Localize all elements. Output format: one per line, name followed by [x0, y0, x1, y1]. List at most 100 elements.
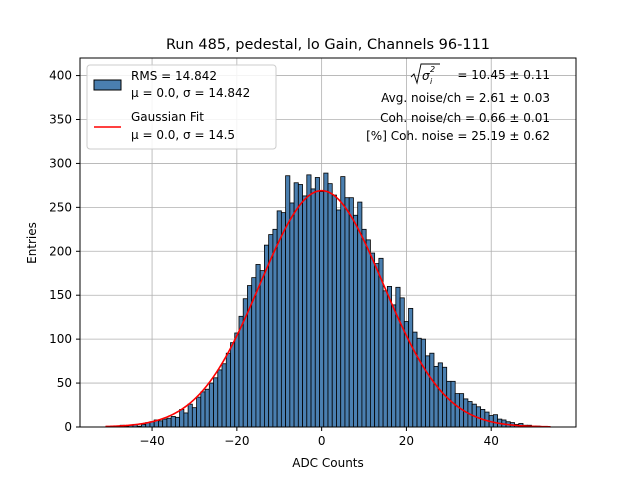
- histogram-bar: [238, 315, 244, 428]
- y-axis-label: Entries: [25, 222, 39, 264]
- histogram-bar: [196, 396, 202, 428]
- histogram-bar: [437, 362, 443, 428]
- histogram-bar: [340, 176, 346, 428]
- gaussian-fit-layer: [105, 189, 551, 428]
- histogram-bar: [162, 418, 168, 428]
- histogram-bar: [230, 342, 236, 428]
- histogram-bar: [225, 352, 231, 428]
- histogram-bar: [454, 393, 460, 428]
- histogram-bar: [319, 191, 325, 428]
- histogram-bar: [285, 175, 291, 428]
- histogram-bar: [369, 252, 376, 428]
- histogram-bar: [344, 197, 350, 428]
- gaussian-fit-curve: [105, 189, 551, 428]
- legend-entry-rms: RMS = 14.842: [131, 69, 217, 83]
- histogram-bar: [166, 417, 172, 428]
- histogram-bar: [353, 214, 359, 428]
- x-tick-label: 20: [399, 434, 414, 448]
- y-tick-label: 0: [64, 420, 72, 434]
- histogram-bar: [306, 174, 312, 428]
- y-tick-label: 300: [49, 156, 72, 170]
- histogram-bar: [179, 409, 185, 428]
- histogram-bar: [433, 365, 439, 428]
- histogram-bar: [412, 331, 418, 428]
- legend: RMS = 14.842 μ = 0.0, σ = 14.842 Gaussia…: [86, 64, 277, 150]
- sigma-superscript: 2: [430, 65, 435, 74]
- histogram-bar: [382, 290, 388, 428]
- histogram-bar: [416, 337, 422, 428]
- legend-entry-rms-params: μ = 0.0, σ = 14.842: [131, 86, 250, 100]
- x-tick-label: 0: [318, 434, 326, 448]
- histogram-bar: [302, 195, 308, 428]
- x-tick-label: 40: [484, 434, 499, 448]
- x-axis-label: ADC Counts: [292, 456, 364, 470]
- histogram-bar: [217, 369, 223, 428]
- histogram-bar: [314, 177, 320, 428]
- y-tick-label: 250: [49, 200, 72, 214]
- histogram-bar: [187, 403, 193, 428]
- histogram-bar: [336, 209, 342, 428]
- histogram-bar: [327, 183, 333, 428]
- histogram-bar: [374, 263, 380, 428]
- histogram-bar: [361, 228, 367, 428]
- radical-sign-icon: [410, 63, 440, 85]
- histogram-bar: [234, 332, 240, 428]
- histogram-bar: [280, 212, 287, 428]
- histogram-bar: [323, 172, 329, 428]
- histogram-bar: [200, 391, 206, 428]
- y-axis-ticks: 0 50 100 150 200 250 300 350 400: [49, 69, 80, 434]
- histogram-bar: [492, 414, 498, 428]
- y-tick-label: 350: [49, 113, 72, 127]
- annotation-coh-noise: Coh. noise/ch = 0.66 ± 0.01: [380, 111, 550, 125]
- legend-bar-swatch: [93, 79, 122, 91]
- histogram-bar: [158, 420, 164, 428]
- y-tick-label: 400: [49, 69, 72, 83]
- histogram-bar: [191, 407, 197, 428]
- annotation-sigma-value: = 10.45 ± 0.11: [457, 68, 550, 82]
- histogram-bar: [170, 416, 176, 428]
- histogram-bar: [221, 363, 227, 428]
- histogram-bar: [183, 412, 189, 428]
- histogram-bar: [310, 188, 316, 428]
- chart-title: Run 485, pedestal, lo Gain, Channels 96-…: [166, 37, 490, 53]
- histogram-bar: [386, 286, 392, 428]
- histogram-bar: [293, 182, 299, 428]
- histogram-bar: [399, 297, 405, 428]
- histogram-bar: [297, 184, 303, 428]
- histogram-bar: [425, 355, 431, 428]
- histogram-bar: [272, 228, 278, 428]
- annotation-sigma-i: σ 2 i = 10.45 ± 0.11: [410, 63, 550, 86]
- histogram-bars: [119, 172, 541, 428]
- histogram-bar: [259, 270, 265, 428]
- annotation-avg-noise: Avg. noise/ch = 2.61 ± 0.03: [381, 91, 550, 105]
- x-tick-label: −40: [139, 434, 164, 448]
- histogram-bar: [365, 239, 371, 428]
- histogram-bar: [331, 194, 337, 428]
- y-tick-label: 100: [49, 332, 72, 346]
- histogram-bar: [395, 286, 401, 428]
- sigma-symbol: σ: [422, 69, 430, 83]
- histogram-bar: [420, 338, 426, 428]
- y-tick-label: 50: [57, 376, 72, 390]
- x-axis-ticks: −40 −20 0 20 40: [139, 427, 499, 448]
- histogram-bar: [348, 197, 354, 428]
- legend-entry-fit-params: μ = 0.0, σ = 14.5: [131, 128, 235, 142]
- histogram-bar: [204, 388, 210, 428]
- y-tick-label: 200: [49, 244, 72, 258]
- legend-entry-fit: Gaussian Fit: [131, 110, 204, 124]
- histogram-bar: [408, 307, 414, 428]
- annotation-coh-noise-percent: [%] Coh. noise = 25.19 ± 0.62: [366, 129, 550, 143]
- plot-frame: [79, 57, 577, 428]
- histogram-bar: [289, 202, 295, 428]
- y-tick-label: 150: [49, 288, 72, 302]
- sigma-subscript: i: [430, 77, 433, 86]
- histogram-bar: [208, 382, 214, 428]
- histogram-bar: [429, 352, 435, 428]
- x-tick-label: −20: [224, 434, 249, 448]
- histogram-bar: [391, 304, 397, 428]
- histogram-bar: [174, 416, 181, 428]
- noise-annotations: σ 2 i = 10.45 ± 0.11 Avg. noise/ch = 2.6…: [366, 63, 550, 143]
- histogram-bar: [213, 377, 219, 428]
